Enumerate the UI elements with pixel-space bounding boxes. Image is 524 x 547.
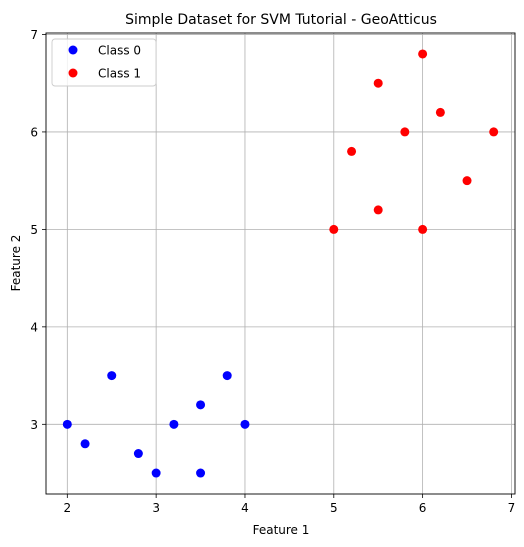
y-axis-label: Feature 2 — [9, 235, 23, 292]
data-point-class-0 — [222, 371, 232, 381]
data-point-class-0 — [169, 419, 179, 429]
data-point-class-0 — [151, 468, 161, 478]
data-point-class-0 — [240, 419, 250, 429]
data-point-class-1 — [418, 224, 428, 234]
legend-marker-class-1 — [68, 68, 78, 78]
axis-ticks: 2 3 4 5 6 7 3 4 5 6 7 — [30, 28, 515, 515]
data-point-class-0 — [133, 449, 143, 459]
data-point-class-1 — [489, 127, 499, 137]
x-tick-label: 6 — [419, 501, 427, 515]
x-tick-label: 2 — [63, 501, 71, 515]
legend-label-class-1: Class 1 — [98, 67, 141, 81]
data-point-class-0 — [80, 439, 90, 449]
data-point-class-1 — [329, 224, 339, 234]
data-points — [62, 49, 499, 478]
x-axis-label: Feature 1 — [253, 523, 310, 537]
x-tick-label: 7 — [508, 501, 516, 515]
grid-lines — [46, 33, 515, 494]
data-point-class-1 — [400, 127, 410, 137]
legend-marker-class-0 — [68, 45, 78, 55]
y-tick-label: 6 — [30, 125, 38, 139]
legend-box — [51, 38, 157, 87]
y-tick-label: 3 — [30, 418, 38, 432]
data-point-class-0 — [196, 468, 206, 478]
data-point-class-1 — [462, 176, 472, 186]
chart-title: Simple Dataset for SVM Tutorial - GeoAtt… — [125, 12, 437, 28]
y-tick-label: 5 — [30, 223, 38, 237]
legend-label-class-0: Class 0 — [98, 44, 141, 58]
legend: Class 0 Class 1 — [51, 38, 157, 87]
x-tick-label: 5 — [330, 501, 338, 515]
y-tick-label: 4 — [30, 320, 38, 334]
x-tick-label: 3 — [152, 501, 160, 515]
data-point-class-1 — [373, 205, 383, 215]
data-point-class-0 — [196, 400, 206, 410]
x-tick-label: 4 — [241, 501, 249, 515]
data-point-class-0 — [62, 419, 72, 429]
data-point-class-1 — [373, 78, 383, 88]
data-point-class-1 — [435, 107, 445, 117]
data-point-class-1 — [418, 49, 428, 59]
plot-frame — [45, 32, 516, 495]
data-point-class-1 — [347, 146, 357, 156]
y-tick-label: 7 — [30, 28, 38, 42]
data-point-class-0 — [107, 371, 117, 381]
